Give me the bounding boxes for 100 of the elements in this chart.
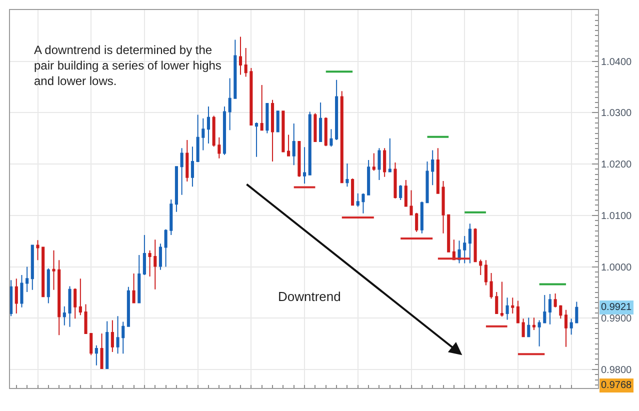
text: 0.9921 — [601, 302, 632, 313]
candlestick — [415, 212, 418, 232]
candlestick — [442, 180, 445, 234]
candlestick — [436, 148, 440, 194]
candlestick — [100, 333, 104, 369]
candlestick — [196, 114, 200, 162]
y-tick-label: 1.0000 — [601, 262, 632, 274]
candlestick — [506, 297, 509, 320]
candlestick — [447, 214, 450, 252]
candlestick — [52, 250, 56, 290]
candlestick — [340, 90, 344, 184]
candlestick — [404, 180, 408, 207]
candlestick — [548, 294, 552, 325]
candlestick — [126, 286, 130, 328]
candlestick — [132, 272, 136, 304]
candlestick — [378, 148, 381, 180]
candlestick — [222, 106, 226, 156]
candlestick — [30, 244, 34, 290]
candlestick — [138, 254, 141, 304]
candlestick — [174, 166, 178, 212]
candlestick — [206, 106, 210, 144]
candlestick — [420, 201, 424, 234]
candlestick — [388, 138, 392, 172]
candlestick — [538, 320, 541, 347]
candlestick — [527, 317, 530, 338]
candlestick — [62, 306, 66, 326]
candlestick — [394, 162, 397, 199]
candlestick — [42, 246, 45, 298]
candlestick — [36, 240, 40, 261]
annotation: Downtrend — [278, 289, 341, 304]
candlestick — [282, 110, 285, 152]
candlestick — [116, 316, 120, 354]
candlestick — [479, 259, 482, 276]
candlestick — [84, 304, 88, 334]
candlestick — [270, 99, 274, 162]
candlestick — [190, 146, 194, 188]
candlestick — [186, 139, 189, 182]
candlestick — [74, 288, 77, 320]
candlestick — [46, 268, 50, 304]
text: 0.9768 — [601, 380, 632, 391]
candlestick — [276, 110, 280, 132]
candlestick — [238, 36, 242, 76]
candlestick — [26, 266, 29, 292]
y-tick-label: 1.0300 — [601, 108, 632, 120]
candlestick — [254, 122, 258, 158]
y-tick-label: 0.9800 — [601, 365, 632, 376]
candlestick — [554, 293, 557, 308]
y-tick-label: 0.9900 — [601, 314, 632, 325]
annotation: A downtrend is determined by the pair building a series of lower highs and lower lows. — [34, 43, 222, 88]
candlestick — [399, 184, 402, 201]
candlestick — [426, 161, 429, 204]
candlestick — [495, 291, 498, 315]
candlestick — [324, 116, 328, 147]
candlestick — [94, 344, 98, 366]
candlestick — [362, 192, 365, 214]
candlestick — [90, 333, 93, 356]
candlestick — [154, 239, 157, 290]
candlestick — [543, 294, 546, 324]
candlestick — [250, 68, 253, 126]
candlestick — [431, 150, 434, 186]
candlestick — [474, 228, 477, 262]
candlestick — [490, 272, 493, 300]
y-tick-label: 1.0400 — [601, 56, 632, 68]
candlestick — [570, 318, 573, 336]
candlestick — [148, 250, 152, 278]
candlestick — [292, 123, 296, 166]
candlestick — [266, 102, 269, 134]
candlestick — [202, 118, 205, 151]
candlestick — [463, 235, 466, 264]
candlestick — [158, 243, 162, 270]
candlestick — [500, 281, 504, 318]
candlestick — [234, 39, 237, 99]
candlestick — [367, 159, 370, 196]
candlestick — [516, 300, 520, 324]
candlestick — [372, 152, 376, 172]
candlestick — [10, 280, 13, 317]
candlestick — [335, 79, 338, 140]
candlestick — [218, 136, 221, 159]
candlestick — [330, 128, 333, 148]
candlestick — [383, 148, 386, 178]
candlestick — [351, 178, 354, 206]
candlestick — [484, 260, 488, 286]
candlestick — [20, 274, 24, 308]
candlestick — [14, 278, 18, 314]
candlestick — [180, 148, 184, 196]
candlestick — [122, 321, 125, 354]
candlestick — [308, 111, 312, 176]
candlestick — [319, 102, 322, 142]
candlestick — [303, 146, 306, 184]
candlestick — [298, 140, 301, 178]
y-tick-label: 1.0200 — [601, 160, 632, 171]
candlestick — [564, 309, 568, 348]
candlestick — [532, 317, 536, 330]
candlestick — [287, 134, 290, 156]
candlestick — [110, 320, 114, 353]
y-tick-label: 1.0100 — [601, 210, 632, 222]
candlestick — [575, 301, 578, 324]
candlestick — [170, 199, 173, 236]
candlestick — [212, 115, 216, 148]
candlestick — [511, 297, 514, 314]
